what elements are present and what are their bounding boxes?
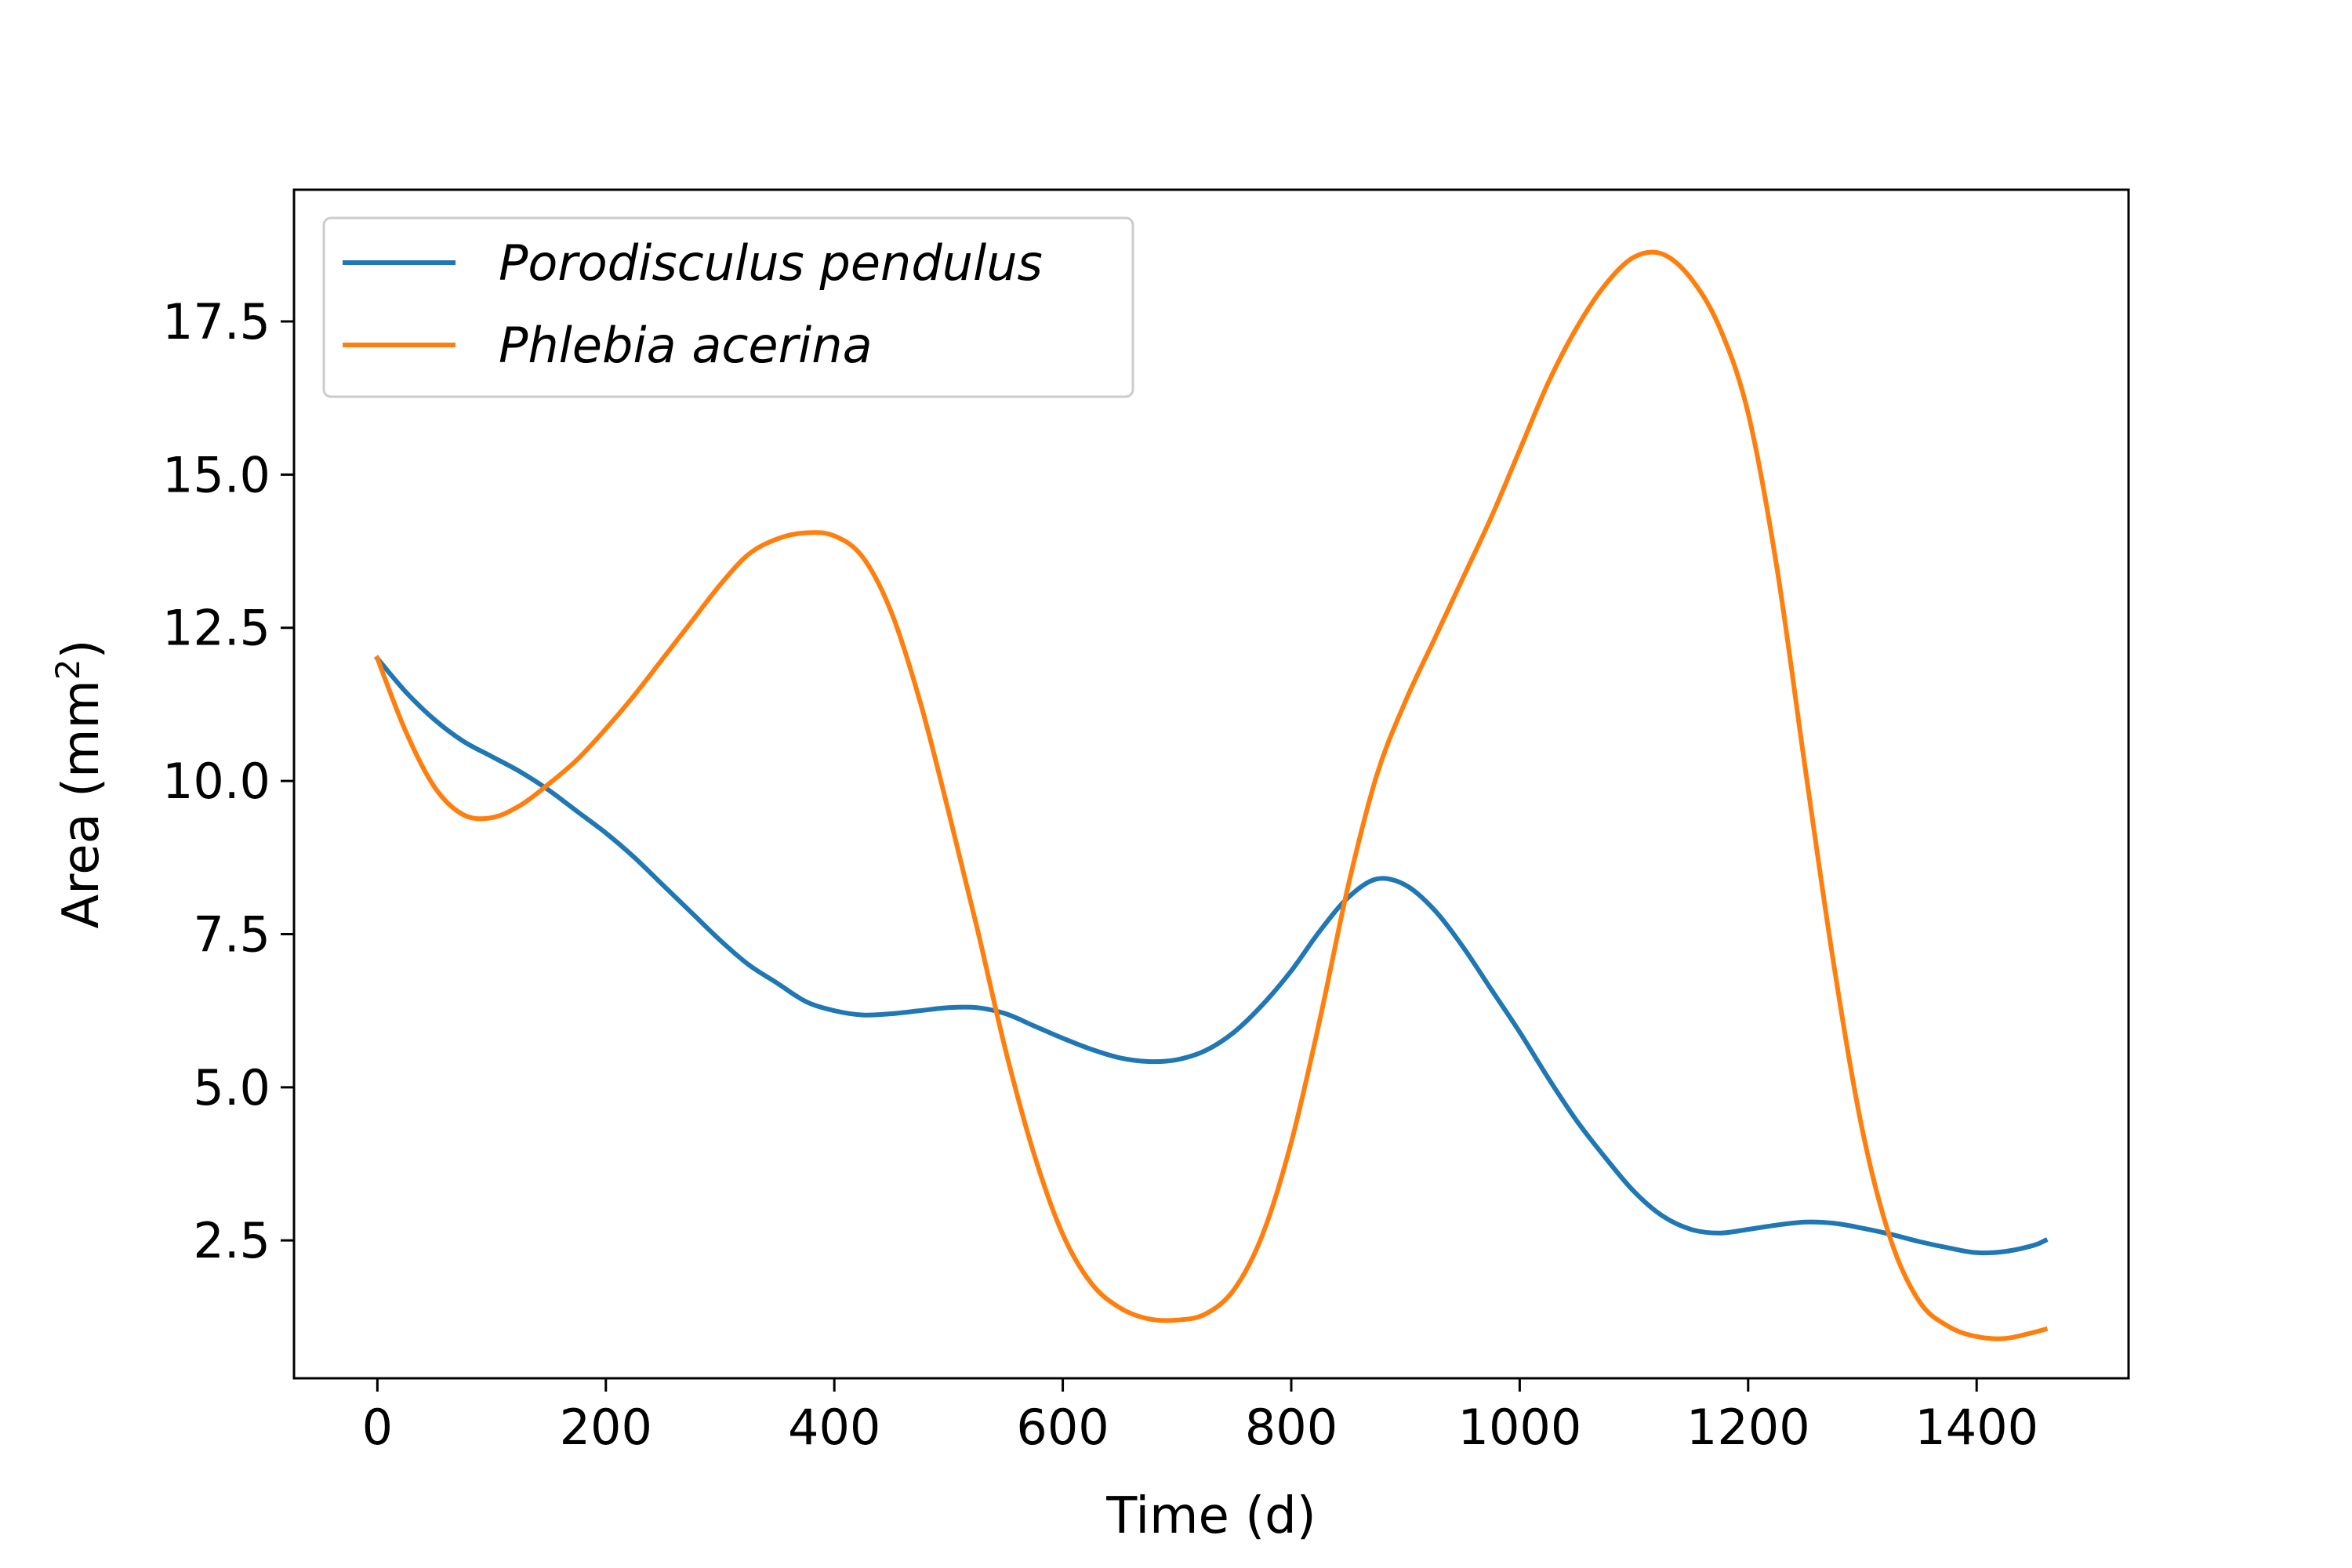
x-tick-label: 600 — [1016, 1399, 1109, 1456]
x-tick-label: 1200 — [1686, 1399, 1810, 1456]
y-axis-label: Area (mm2) — [49, 640, 111, 929]
legend-box — [322, 216, 1134, 398]
y-axis-label-superscript: 2 — [49, 659, 87, 680]
y-tick-label: 2.5 — [193, 1212, 270, 1269]
plot-frame — [292, 188, 2130, 1380]
legend-label-porodisculus-pendulus: Porodisculus pendulus — [499, 234, 1043, 292]
series-layer — [374, 249, 2049, 1341]
series-line-porodisculus-pendulus — [374, 655, 2049, 1256]
x-tick-label: 800 — [1245, 1399, 1338, 1456]
legend-label-phlebia-acerina: Phlebia acerina — [499, 317, 873, 374]
y-axis-ticks: 2.5 5.0 7.5 10.0 12.5 15.0 17.5 — [162, 293, 294, 1269]
x-tick-label: 1400 — [1915, 1399, 2038, 1456]
x-tick-label: 1000 — [1458, 1399, 1582, 1456]
y-tick-label: 10.0 — [162, 753, 270, 810]
y-tick-label: 17.5 — [162, 293, 270, 350]
y-axis-label-suffix: ) — [53, 640, 111, 659]
y-tick-label: 12.5 — [162, 600, 270, 657]
y-tick-label: 7.5 — [193, 906, 270, 963]
y-axis-label-text: Area (mm — [53, 680, 111, 928]
x-tick-label: 0 — [362, 1399, 393, 1456]
legend: Porodisculus pendulus Phlebia acerina — [322, 216, 1134, 398]
series-line-phlebia-acerina — [374, 249, 2049, 1341]
y-tick-label: 5.0 — [193, 1059, 270, 1116]
x-tick-label: 400 — [788, 1399, 880, 1456]
y-tick-label: 15.0 — [162, 446, 270, 503]
x-axis-label: Time (d) — [1105, 1487, 1316, 1545]
x-axis-ticks: 0 200 400 600 800 1000 1200 1400 — [362, 1378, 2038, 1456]
x-tick-label: 200 — [560, 1399, 652, 1456]
